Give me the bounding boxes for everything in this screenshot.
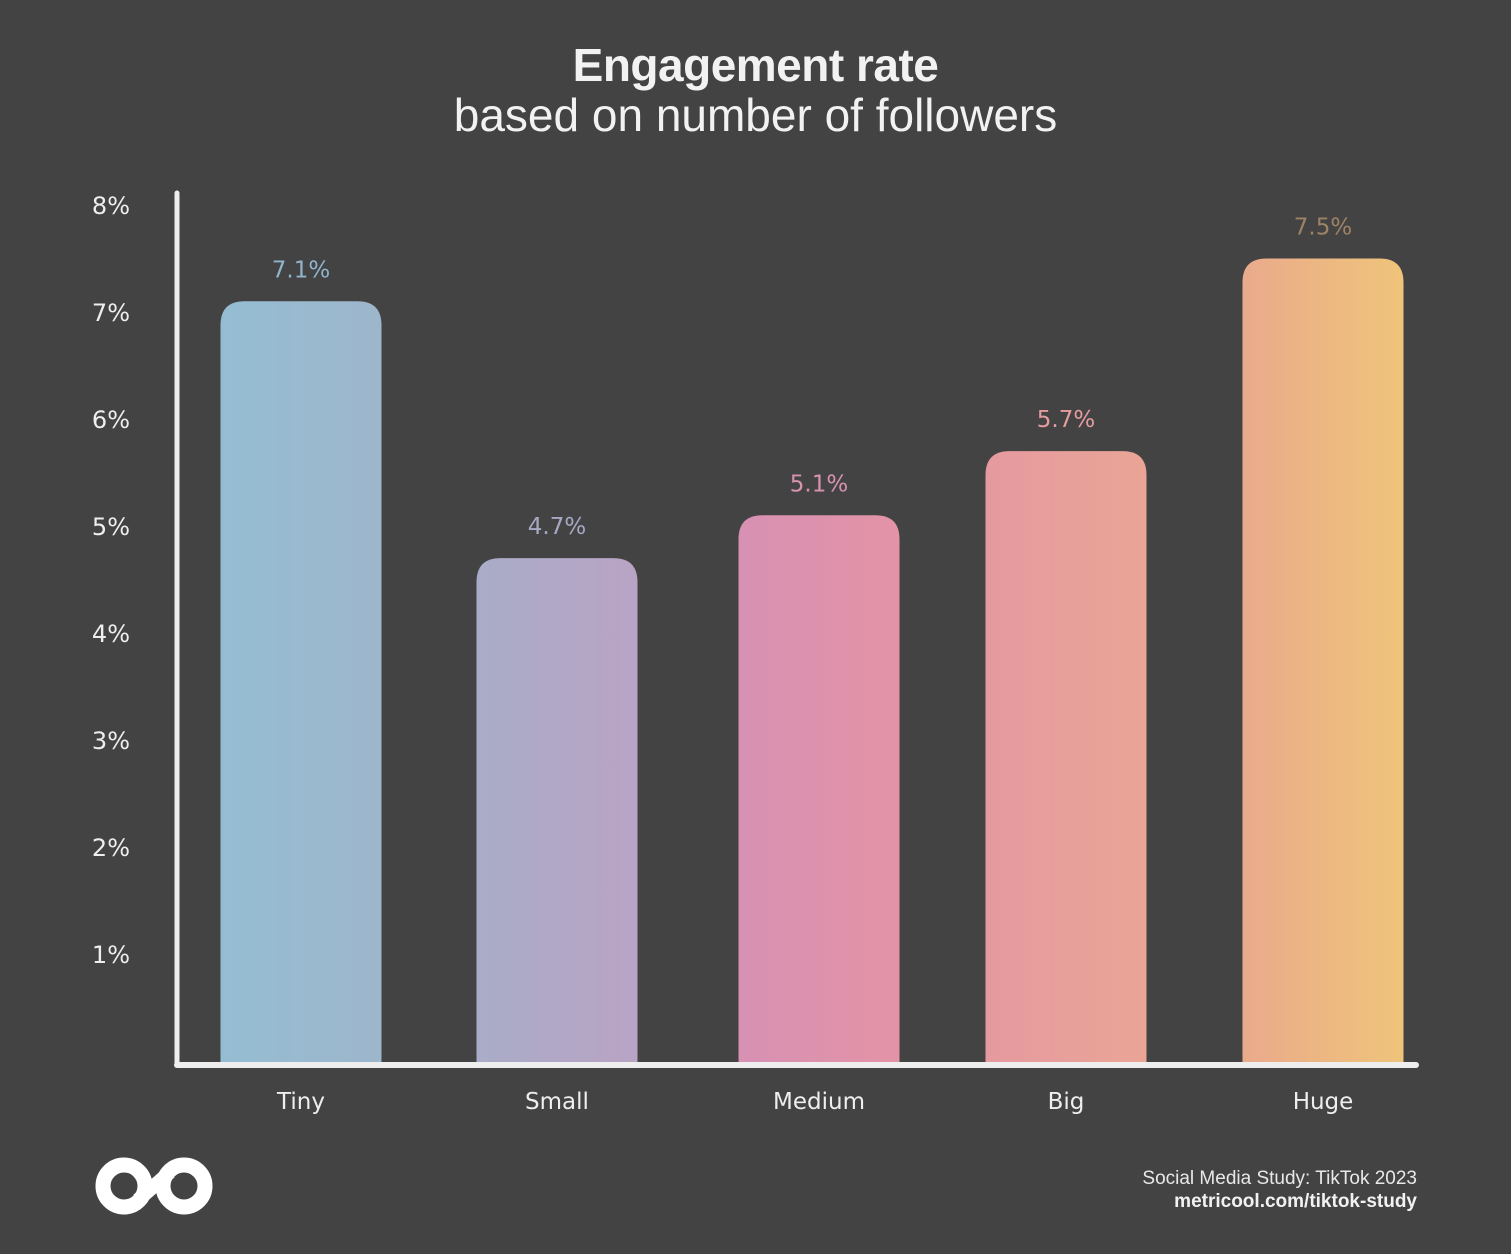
source-url[interactable]: metricool.com/tiktok-study (1174, 1191, 1417, 1212)
x-tick-label: Huge (1293, 1089, 1354, 1115)
y-tick-label: 6% (92, 406, 130, 434)
value-label: 4.7% (528, 514, 586, 540)
x-tick-label: Tiny (276, 1089, 325, 1115)
x-tick-label: Big (1048, 1089, 1085, 1115)
value-label: 5.1% (790, 471, 848, 497)
x-tick-label: Medium (773, 1089, 865, 1115)
y-tick-label: 7% (92, 299, 130, 327)
y-tick-label: 2% (92, 834, 130, 862)
bar-medium (738, 515, 900, 1066)
value-label: 7.1% (272, 257, 330, 283)
chart-subtitle: based on number of followers (453, 89, 1058, 141)
value-label: 7.5% (1294, 215, 1352, 241)
y-tick-label: 4% (92, 620, 130, 648)
source-text: Social Media Study: TikTok 2023 (1142, 1168, 1417, 1189)
bar-tiny (220, 301, 382, 1066)
y-tick-label: 1% (92, 941, 130, 969)
bar-small (476, 558, 638, 1066)
y-tick-label: 8% (92, 192, 130, 220)
y-tick-label: 3% (92, 727, 130, 755)
value-label: 5.7% (1037, 407, 1095, 433)
bar-huge (1242, 258, 1404, 1066)
bar-big (985, 451, 1147, 1067)
metricool-logo-icon (95, 1157, 213, 1215)
x-tick-label: Small (525, 1089, 589, 1115)
chart-title: Engagement rate (572, 39, 939, 91)
y-tick-label: 5% (92, 513, 130, 541)
